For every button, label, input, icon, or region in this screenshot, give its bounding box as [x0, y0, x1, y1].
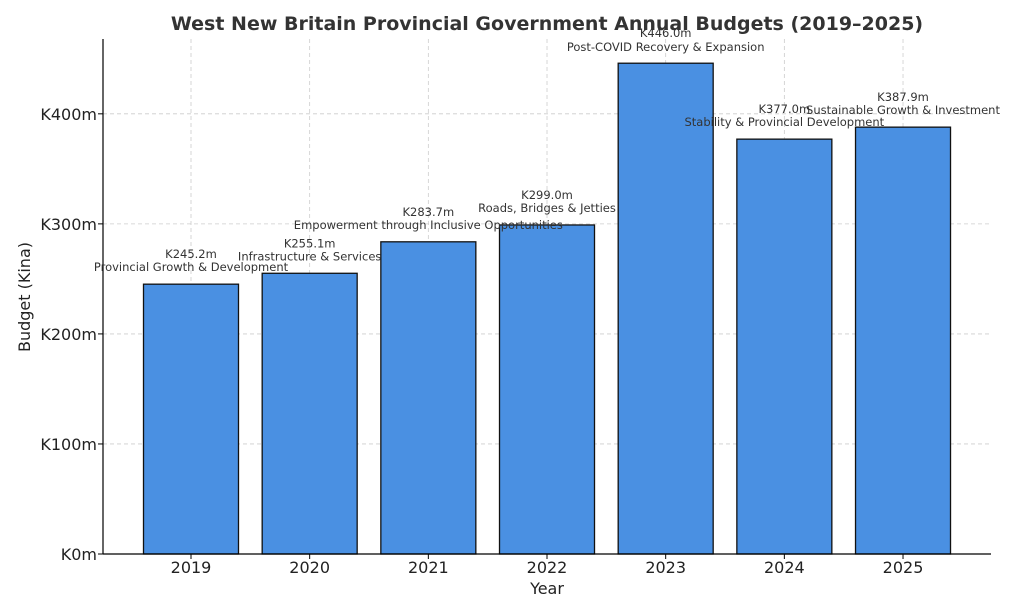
x-tick-label: 2025 [883, 558, 924, 577]
y-tick-label: K0m [61, 545, 97, 564]
annotation-label: Sustainable Growth & Investment [806, 103, 1000, 117]
bar-2025 [854, 126, 952, 555]
y-tick-label: K200m [40, 325, 97, 344]
value-label: K446.0m [640, 26, 692, 40]
value-label: K283.7m [403, 205, 455, 219]
annotation-label: Empowerment through Inclusive Opportunit… [294, 218, 563, 232]
annotation-label: Infrastructure & Services [238, 249, 381, 263]
chart-title: West New Britain Provincial Government A… [171, 13, 923, 35]
value-label: K245.2m [165, 247, 217, 261]
bar-2021 [380, 241, 477, 555]
x-tick-label: 2024 [764, 558, 805, 577]
annotation-label: Post-COVID Recovery & Expansion [567, 40, 765, 54]
annotation-label: Roads, Bridges & Jetties [478, 201, 616, 215]
bar-2022 [498, 224, 596, 555]
y-axis-label: Budget (Kina) [15, 242, 34, 352]
y-tick-label: K100m [40, 435, 97, 454]
axes-layer: K0m K100m K200m K300m K400m 2019 2020 2021 2022 2… [40, 39, 991, 577]
value-label: K377.0m [759, 102, 811, 116]
x-tick-label: 2021 [408, 558, 449, 577]
bars-layer [142, 62, 952, 555]
annotation-label: Stability & Provincial Development [684, 115, 884, 129]
bar-2019 [142, 283, 240, 555]
bar-2020 [261, 272, 358, 555]
x-tick-label: 2023 [645, 558, 686, 577]
bar-2024 [736, 138, 833, 555]
annotation-label: Provincial Growth & Development [94, 260, 289, 274]
value-label: K387.9m [877, 90, 929, 104]
value-label: K255.1m [284, 236, 336, 250]
bar-2023 [617, 62, 714, 555]
x-tick-label: 2019 [171, 558, 212, 577]
y-tick-label: K400m [40, 105, 97, 124]
x-tick-label: 2022 [527, 558, 568, 577]
value-label: K299.0m [521, 188, 573, 202]
x-tick-label: 2020 [289, 558, 330, 577]
y-tick-label: K300m [40, 215, 97, 234]
x-axis-label: Year [529, 579, 564, 598]
